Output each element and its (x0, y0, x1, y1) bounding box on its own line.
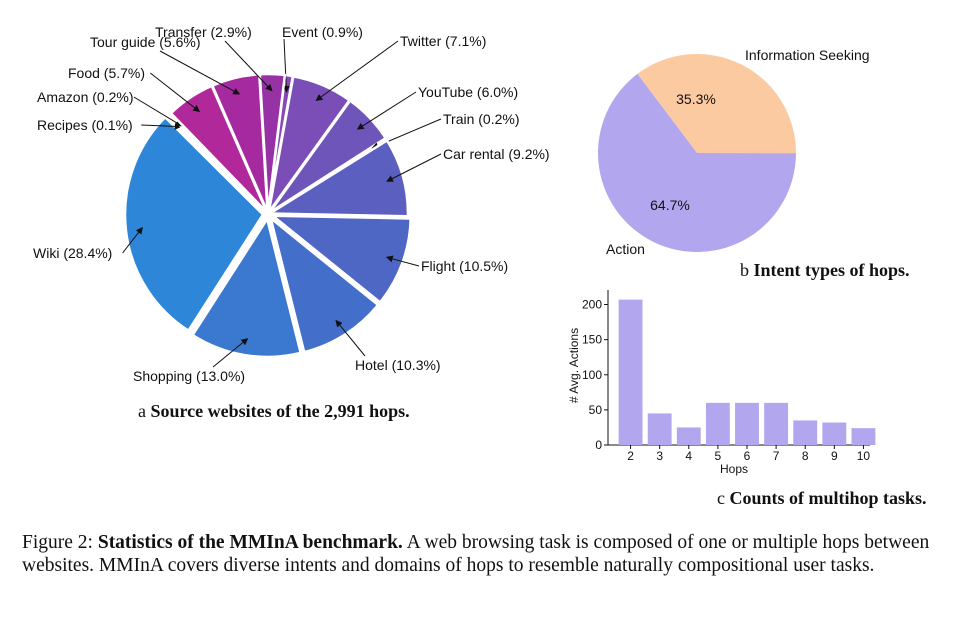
x-tick-label: 10 (857, 449, 871, 463)
x-tick-label: 3 (656, 449, 663, 463)
label-amazon: Amazon (0.2%) (37, 89, 133, 105)
label-recipes: Recipes (0.1%) (37, 117, 133, 133)
label-train: Train (0.2%) (443, 111, 520, 127)
bar-hops-9 (822, 422, 847, 445)
slice-information-seeking (637, 54, 796, 154)
y-tick-label: 100 (582, 368, 602, 382)
figure-caption: Figure 2: Statistics of the MMInA benchm… (22, 531, 952, 577)
label-tour-guide: Tour guide (5.6%) (90, 34, 201, 50)
leader-flight (385, 255, 420, 267)
label-transfer: Transfer (2.9%) (155, 24, 252, 40)
label-wiki: Wiki (28.4%) (33, 245, 112, 261)
x-tick-label: 9 (831, 449, 838, 463)
leader-car-rental (386, 153, 442, 182)
slice-wiki (123, 115, 265, 333)
label-youtube: YouTube (6.0%) (418, 84, 518, 100)
x-tick-label: 5 (715, 449, 722, 463)
x-tick-label: 6 (744, 449, 751, 463)
slice-shopping (190, 215, 303, 359)
label-food: Food (5.7%) (68, 65, 145, 81)
slice-transfer (258, 72, 287, 213)
bar-hops-6 (735, 402, 759, 445)
leader-youtube (356, 91, 417, 130)
leader-amazon (133, 96, 183, 127)
slice-flight (269, 214, 412, 305)
bar-hops-10 (851, 428, 876, 445)
bar-hops-8 (793, 420, 818, 445)
leader-event (282, 38, 290, 93)
y-tick-label: 150 (582, 333, 602, 347)
pie-chart-source-websites: Event (0.9%) Twitter (7.1%) YouTube (6.0%)… (33, 24, 550, 384)
leader-hotel (335, 319, 366, 357)
bar-hops-3 (647, 413, 672, 445)
y-tick-label: 200 (582, 298, 602, 312)
label-action: Action (606, 241, 645, 257)
leader-wiki (122, 226, 143, 254)
x-axis-label: Hops (720, 462, 748, 476)
x-tick-label: 2 (627, 449, 634, 463)
leader-twitter (315, 40, 399, 101)
caption-intent-types: b Intent types of hops. (740, 260, 910, 280)
label-car-rental: Car rental (9.2%) (443, 146, 550, 162)
label-flight: Flight (10.5%) (421, 258, 508, 274)
pct-label-action: 64.7% (650, 197, 690, 213)
label-event: Event (0.9%) (282, 24, 363, 40)
label-hotel: Hotel (10.3%) (355, 357, 441, 373)
leader-tour-guide (159, 50, 241, 95)
figure-caption-text: A web browsing task is composed of one o… (22, 532, 930, 576)
bar-hops-5 (705, 402, 730, 445)
leader-shopping (212, 338, 249, 368)
figure-caption-label: Figure 2: (22, 532, 93, 553)
figure-caption-title: Statistics of the MMInA benchmark. (97, 532, 403, 553)
x-tick-label: 8 (802, 449, 809, 463)
pct-label-information-seeking: 35.3% (676, 91, 716, 107)
leader-food (149, 72, 201, 113)
pie-chart-intent-types: 35.3% Information Seeking 64.7% Action (598, 47, 870, 257)
caption-source-websites: a Source websites of the 2,991 hops. (138, 401, 410, 421)
bar-hops-2 (618, 299, 643, 445)
y-tick-label: 0 (595, 438, 602, 452)
slice-action (598, 73, 796, 252)
slice-hotel (268, 214, 380, 354)
label-twitter: Twitter (7.1%) (400, 33, 486, 49)
caption-multihop-tasks: c Counts of multihop tasks. (717, 488, 927, 508)
leader-recipes (141, 122, 182, 130)
label-shopping: Shopping (13.0%) (133, 368, 245, 384)
y-axis-label: # Avg. Actions (567, 328, 581, 403)
bar-hops-7 (764, 402, 789, 445)
leader-transfer (224, 40, 273, 92)
x-tick-label: 4 (685, 449, 692, 463)
bar-hops-4 (676, 427, 701, 445)
slice-car-rental (265, 138, 410, 218)
bar-chart-multihop: 0 50 100 150 200 2 3 4 5 6 7 8 9 10 Hops # Avg. Actions (567, 290, 876, 476)
x-tick-label: 7 (773, 449, 780, 463)
y-tick-label: 50 (589, 403, 603, 417)
label-information-seeking: Information Seeking (745, 47, 870, 63)
